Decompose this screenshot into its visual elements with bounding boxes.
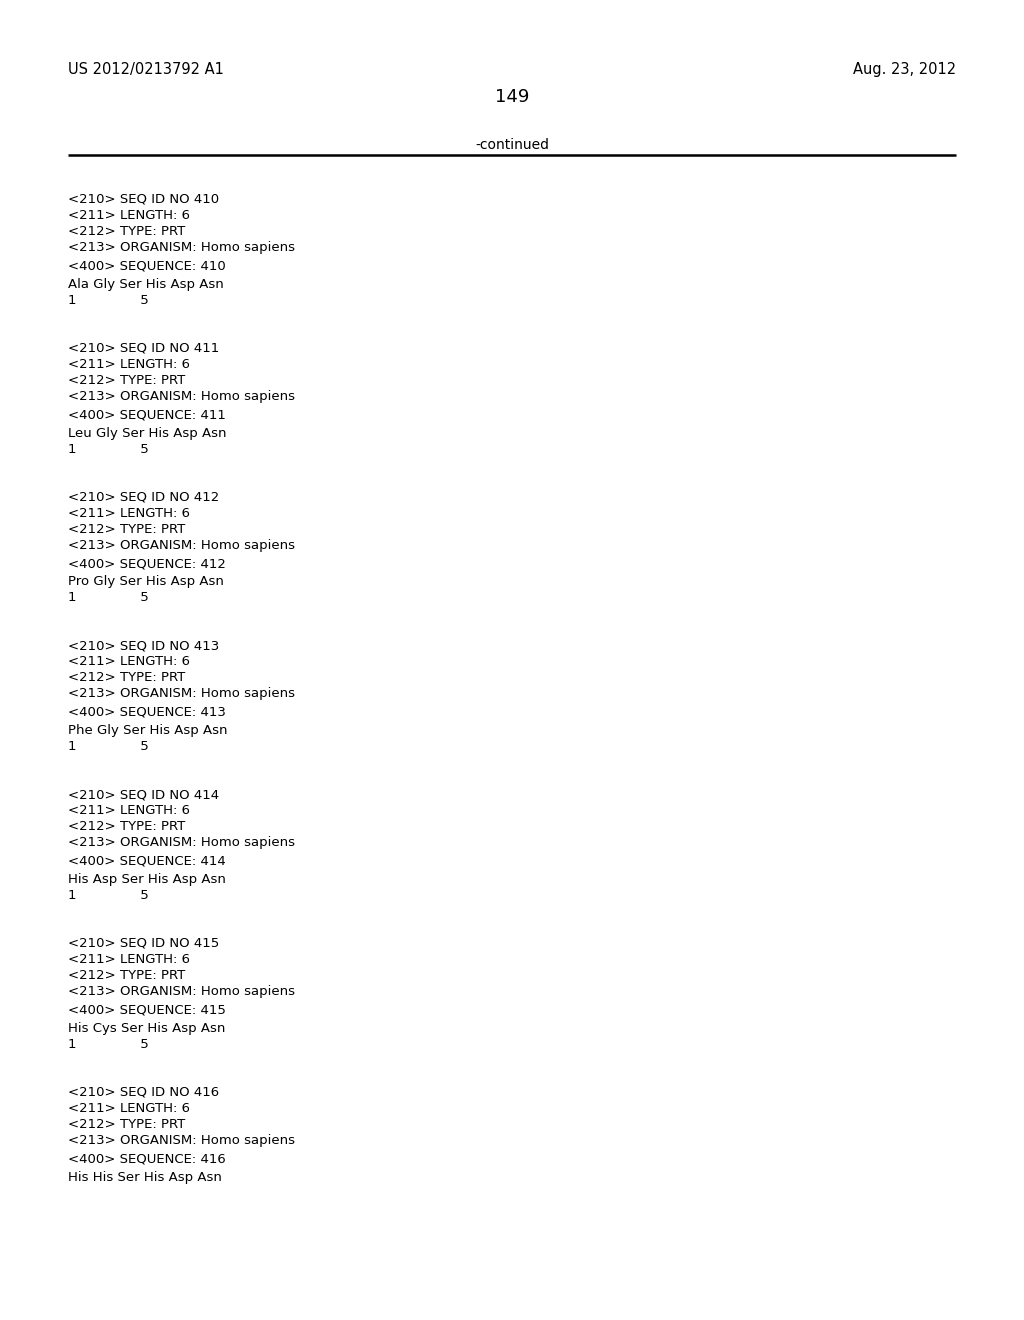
Text: <213> ORGANISM: Homo sapiens: <213> ORGANISM: Homo sapiens	[68, 688, 295, 701]
Text: <400> SEQUENCE: 414: <400> SEQUENCE: 414	[68, 854, 225, 867]
Text: <212> TYPE: PRT: <212> TYPE: PRT	[68, 672, 185, 684]
Text: <213> ORGANISM: Homo sapiens: <213> ORGANISM: Homo sapiens	[68, 836, 295, 849]
Text: US 2012/0213792 A1: US 2012/0213792 A1	[68, 62, 224, 77]
Text: 1               5: 1 5	[68, 888, 148, 902]
Text: 149: 149	[495, 88, 529, 106]
Text: <400> SEQUENCE: 416: <400> SEQUENCE: 416	[68, 1152, 225, 1166]
Text: <212> TYPE: PRT: <212> TYPE: PRT	[68, 523, 185, 536]
Text: <213> ORGANISM: Homo sapiens: <213> ORGANISM: Homo sapiens	[68, 242, 295, 253]
Text: <210> SEQ ID NO 415: <210> SEQ ID NO 415	[68, 937, 219, 950]
Text: <211> LENGTH: 6: <211> LENGTH: 6	[68, 1102, 190, 1115]
Text: <213> ORGANISM: Homo sapiens: <213> ORGANISM: Homo sapiens	[68, 539, 295, 552]
Text: <400> SEQUENCE: 413: <400> SEQUENCE: 413	[68, 706, 226, 719]
Text: <212> TYPE: PRT: <212> TYPE: PRT	[68, 820, 185, 833]
Text: <211> LENGTH: 6: <211> LENGTH: 6	[68, 953, 190, 966]
Text: <400> SEQUENCE: 411: <400> SEQUENCE: 411	[68, 408, 226, 421]
Text: His Asp Ser His Asp Asn: His Asp Ser His Asp Asn	[68, 873, 226, 886]
Text: <400> SEQUENCE: 412: <400> SEQUENCE: 412	[68, 557, 226, 570]
Text: 1               5: 1 5	[68, 294, 148, 306]
Text: <213> ORGANISM: Homo sapiens: <213> ORGANISM: Homo sapiens	[68, 1134, 295, 1147]
Text: His His Ser His Asp Asn: His His Ser His Asp Asn	[68, 1171, 222, 1184]
Text: Aug. 23, 2012: Aug. 23, 2012	[853, 62, 956, 77]
Text: 1               5: 1 5	[68, 442, 148, 455]
Text: -continued: -continued	[475, 139, 549, 152]
Text: <210> SEQ ID NO 412: <210> SEQ ID NO 412	[68, 491, 219, 504]
Text: <210> SEQ ID NO 414: <210> SEQ ID NO 414	[68, 788, 219, 801]
Text: <400> SEQUENCE: 415: <400> SEQUENCE: 415	[68, 1003, 226, 1016]
Text: <212> TYPE: PRT: <212> TYPE: PRT	[68, 224, 185, 238]
Text: <211> LENGTH: 6: <211> LENGTH: 6	[68, 209, 190, 222]
Text: Ala Gly Ser His Asp Asn: Ala Gly Ser His Asp Asn	[68, 277, 224, 290]
Text: 1               5: 1 5	[68, 591, 148, 605]
Text: 1               5: 1 5	[68, 1038, 148, 1051]
Text: <211> LENGTH: 6: <211> LENGTH: 6	[68, 656, 190, 668]
Text: <211> LENGTH: 6: <211> LENGTH: 6	[68, 507, 190, 520]
Text: <400> SEQUENCE: 410: <400> SEQUENCE: 410	[68, 260, 225, 272]
Text: 1               5: 1 5	[68, 741, 148, 754]
Text: Leu Gly Ser His Asp Asn: Leu Gly Ser His Asp Asn	[68, 426, 226, 440]
Text: <210> SEQ ID NO 416: <210> SEQ ID NO 416	[68, 1086, 219, 1098]
Text: <213> ORGANISM: Homo sapiens: <213> ORGANISM: Homo sapiens	[68, 389, 295, 403]
Text: <210> SEQ ID NO 411: <210> SEQ ID NO 411	[68, 342, 219, 355]
Text: Phe Gly Ser His Asp Asn: Phe Gly Ser His Asp Asn	[68, 725, 227, 737]
Text: <211> LENGTH: 6: <211> LENGTH: 6	[68, 358, 190, 371]
Text: His Cys Ser His Asp Asn: His Cys Ser His Asp Asn	[68, 1022, 225, 1035]
Text: <212> TYPE: PRT: <212> TYPE: PRT	[68, 969, 185, 982]
Text: <210> SEQ ID NO 410: <210> SEQ ID NO 410	[68, 193, 219, 206]
Text: <210> SEQ ID NO 413: <210> SEQ ID NO 413	[68, 639, 219, 652]
Text: <213> ORGANISM: Homo sapiens: <213> ORGANISM: Homo sapiens	[68, 985, 295, 998]
Text: <212> TYPE: PRT: <212> TYPE: PRT	[68, 374, 185, 387]
Text: <211> LENGTH: 6: <211> LENGTH: 6	[68, 804, 190, 817]
Text: Pro Gly Ser His Asp Asn: Pro Gly Ser His Asp Asn	[68, 576, 224, 589]
Text: <212> TYPE: PRT: <212> TYPE: PRT	[68, 1118, 185, 1131]
